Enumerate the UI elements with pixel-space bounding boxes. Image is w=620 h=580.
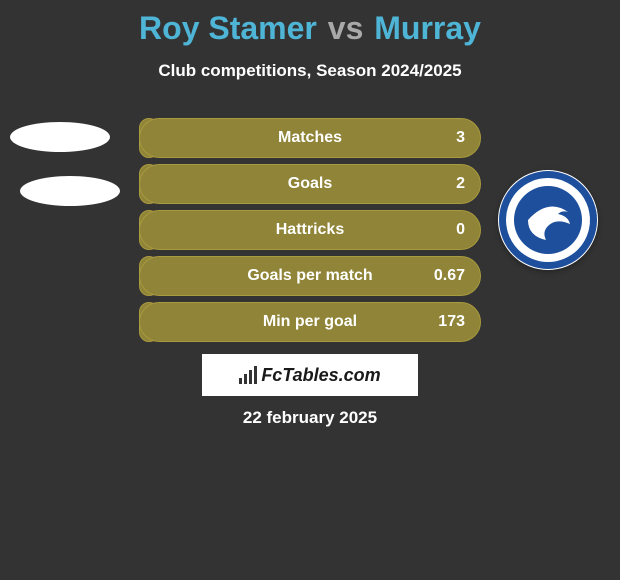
- comparison-row: Min per goal173: [0, 302, 620, 342]
- value-right: 0: [456, 210, 465, 250]
- player1-name: Roy Stamer: [139, 10, 317, 46]
- value-right: 3: [456, 118, 465, 158]
- club-badge-left: [20, 176, 120, 206]
- snapshot-date: 22 february 2025: [0, 408, 620, 428]
- metric-label: Min per goal: [0, 302, 620, 342]
- player2-name: Murray: [374, 10, 481, 46]
- logo-text: FcTables.com: [261, 365, 380, 386]
- comparison-title: Roy Stamer vs Murray: [0, 0, 620, 47]
- value-right: 2: [456, 164, 465, 204]
- club-badge-left: [10, 122, 110, 152]
- fctables-logo: FcTables.com: [202, 354, 418, 396]
- vs-text: vs: [328, 10, 364, 46]
- club-badge-right: CHESTER FOOTBALL CLUB: [498, 170, 598, 270]
- value-right: 0.67: [434, 256, 465, 296]
- logo-bars-icon: [239, 366, 257, 384]
- subtitle: Club competitions, Season 2024/2025: [0, 61, 620, 81]
- value-right: 173: [438, 302, 465, 342]
